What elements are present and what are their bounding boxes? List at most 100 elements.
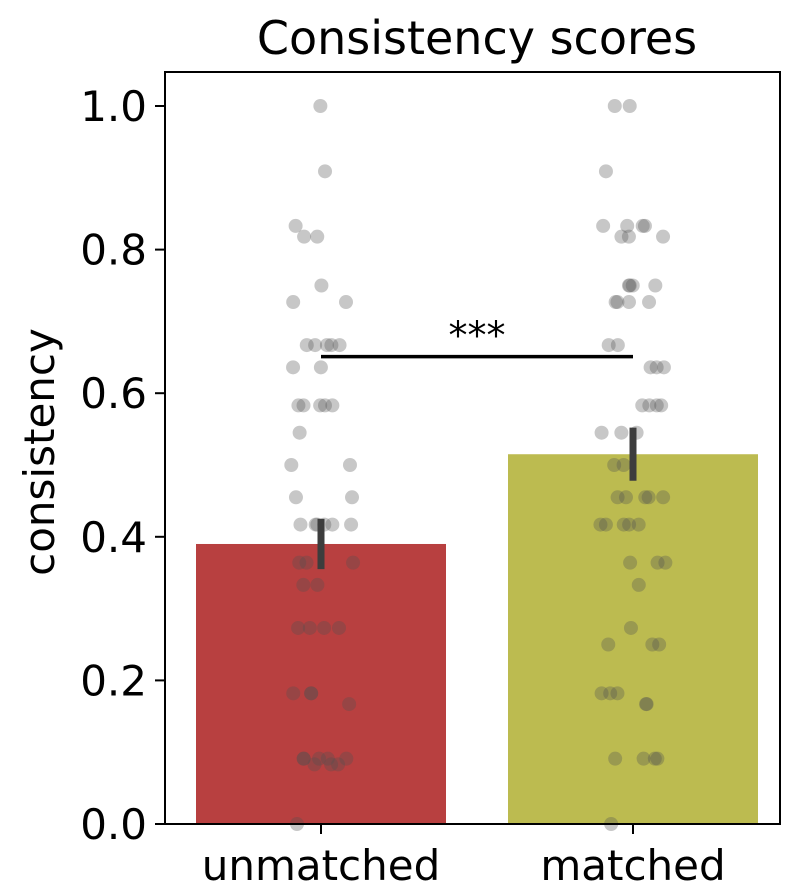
data-point-unmatched [299,555,314,570]
data-point-matched [623,620,638,635]
x-tick-label-matched: matched [540,841,725,890]
data-point-unmatched [304,686,319,701]
data-point-unmatched [339,295,354,310]
y-tick-label: 0.2 [80,656,147,705]
data-point-matched [603,686,618,701]
data-point-matched [623,555,638,570]
data-point-matched [642,295,657,310]
data-point-unmatched [292,425,307,440]
data-point-matched [649,360,664,375]
data-point-unmatched [286,686,301,701]
data-point-matched [616,517,631,532]
data-point-matched [621,229,636,244]
data-point-unmatched [286,295,301,310]
data-point-matched [654,398,669,413]
data-point-matched [616,458,631,472]
data-point-matched [620,218,635,233]
data-point-unmatched [317,398,332,413]
data-point-unmatched [324,338,339,353]
data-point-matched [641,490,656,505]
data-point-unmatched [296,751,311,766]
data-point-unmatched [342,458,357,472]
data-point-matched [656,229,671,244]
data-point-matched [639,697,654,712]
data-point-matched [622,99,637,113]
data-point-unmatched [314,278,329,293]
data-point-matched [596,218,611,233]
x-tick-label-unmatched: unmatched [202,841,441,890]
data-point-unmatched [312,751,327,766]
data-point-matched [622,278,637,293]
data-point-matched [650,751,665,766]
data-point-matched [625,278,640,293]
data-point-unmatched [296,751,311,766]
data-point-unmatched [291,620,306,635]
y-tick-label: 0.6 [80,369,147,418]
data-point-unmatched [297,229,312,244]
y-tick-label: 1.0 [80,82,147,131]
data-point-unmatched [302,620,317,635]
data-point-matched [610,686,625,701]
data-point-matched [618,490,633,505]
data-point-matched [650,555,665,570]
data-point-unmatched [319,338,334,353]
data-point-unmatched [318,164,333,179]
data-point-matched [652,637,667,652]
data-point-matched [594,425,609,440]
data-point-unmatched [307,757,322,772]
data-point-matched [635,218,650,233]
data-point-matched [635,398,650,413]
data-point-matched [631,517,646,532]
data-point-matched [656,360,671,375]
data-point-unmatched [296,577,311,592]
data-point-unmatched [317,620,332,635]
data-point-unmatched [313,360,328,375]
data-point-unmatched [332,620,347,635]
data-point-matched [648,278,663,293]
data-point-matched [658,555,673,570]
data-point-matched [637,218,652,233]
data-point-unmatched [304,686,319,701]
data-point-matched [656,490,671,505]
data-point-matched [608,295,623,310]
plot-frame [164,71,781,825]
bar-matched [508,454,758,824]
data-point-matched [594,686,609,701]
data-point-unmatched [320,751,335,766]
data-point-matched [610,338,625,353]
data-point-matched [614,425,629,440]
chart-title: Consistency scores [257,11,697,65]
data-point-unmatched [325,517,340,532]
y-tick-label: 0.0 [80,800,147,849]
data-point-unmatched [325,398,340,413]
data-point-matched [607,99,622,113]
data-point-unmatched [288,218,303,233]
data-point-unmatched [313,398,328,413]
data-point-matched [614,229,629,244]
data-point-matched [601,637,616,652]
data-point-unmatched [332,338,347,353]
data-point-unmatched [342,697,357,712]
data-point-unmatched [346,555,361,570]
data-point-matched [598,517,613,532]
data-point-matched [608,751,623,766]
data-point-unmatched [288,490,303,505]
data-point-matched [638,490,653,505]
data-point-matched [631,577,646,592]
data-point-matched [642,398,657,413]
data-point-matched [621,278,636,293]
data-point-unmatched [286,360,301,375]
data-point-matched [607,458,622,472]
data-point-unmatched [291,398,306,413]
data-point-matched [645,637,660,652]
data-point-unmatched [331,757,346,772]
data-point-matched [610,295,625,310]
data-point-matched [639,697,654,712]
bar-unmatched [196,543,446,824]
y-tick-label: 0.8 [80,226,147,275]
data-point-matched [649,398,664,413]
data-point-unmatched [308,338,323,353]
data-point-matched [621,295,636,310]
data-point-unmatched [292,555,307,570]
